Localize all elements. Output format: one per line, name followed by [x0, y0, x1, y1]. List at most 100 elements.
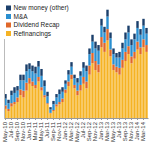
legend-swatch — [6, 14, 11, 19]
bar — [22, 97, 24, 118]
x-tick-label: Mar-14 — [140, 121, 146, 141]
x-tick-mark — [35, 118, 36, 120]
bar — [64, 93, 66, 118]
bar — [67, 70, 69, 75]
x-tick-mark — [137, 118, 138, 120]
x-tick-mark — [95, 118, 96, 120]
bar — [136, 42, 138, 50]
bar — [19, 80, 21, 89]
bar — [34, 85, 36, 88]
legend-item: New money (other) — [6, 4, 69, 12]
bar — [52, 104, 54, 110]
x-tick-mark — [65, 118, 66, 120]
bar — [91, 63, 93, 118]
series-bars — [4, 29, 147, 113]
bar — [79, 76, 81, 85]
bar — [82, 62, 84, 68]
bar — [109, 50, 111, 57]
bar — [31, 86, 33, 118]
bar — [13, 104, 15, 118]
bar — [79, 71, 81, 76]
bar — [64, 84, 66, 90]
legend: New money (other)M&ADividend RecapRefina… — [4, 3, 71, 39]
bar — [85, 66, 87, 72]
bar — [7, 100, 9, 103]
bar — [43, 80, 45, 86]
bar — [22, 91, 24, 98]
bar — [49, 109, 51, 112]
bar — [10, 95, 12, 103]
bar — [91, 35, 93, 42]
bar — [103, 33, 105, 43]
bar — [136, 21, 138, 28]
bar — [43, 95, 45, 97]
bar — [145, 34, 147, 45]
bar — [115, 67, 117, 73]
bar — [46, 92, 48, 97]
bar — [34, 74, 36, 85]
bar — [73, 75, 75, 78]
bar — [37, 67, 39, 77]
bar — [13, 93, 15, 102]
bar — [139, 29, 141, 35]
bar — [16, 102, 18, 118]
x-tick-mark — [23, 118, 24, 120]
bar — [70, 62, 72, 67]
bar — [52, 110, 54, 111]
bar — [55, 97, 57, 104]
bar — [76, 95, 78, 118]
bar — [25, 64, 27, 71]
bar — [16, 91, 18, 98]
bar — [97, 64, 99, 72]
x-tick-mark — [143, 118, 144, 120]
legend-background — [4, 3, 71, 39]
x-axis: May-10Jul-10Sep-10Nov-10Jan-11Mar-11May-… — [2, 118, 148, 142]
bar — [88, 54, 90, 65]
legend-label: Dividend Recap — [14, 21, 60, 29]
bar — [142, 19, 144, 26]
bar — [85, 88, 87, 118]
bar — [73, 88, 75, 118]
bar — [64, 90, 66, 93]
bar — [67, 75, 69, 82]
bar — [124, 52, 126, 61]
x-tick-mark — [83, 118, 84, 120]
bar — [16, 97, 18, 102]
bar — [34, 88, 36, 118]
bar — [82, 77, 84, 84]
bar — [109, 33, 111, 39]
bar — [55, 104, 57, 106]
bar — [31, 66, 33, 72]
bar — [145, 45, 147, 52]
bar — [70, 79, 72, 118]
bar — [106, 40, 108, 118]
x-tick-mark — [77, 118, 78, 120]
bar — [88, 66, 90, 75]
bar — [127, 46, 129, 54]
bar — [19, 75, 21, 81]
legend-item: Dividend Recap — [6, 21, 60, 29]
bar — [130, 39, 132, 45]
bar — [43, 97, 45, 118]
bar — [136, 50, 138, 118]
x-tick-mark — [113, 118, 114, 120]
bar — [118, 75, 120, 118]
bar — [103, 43, 105, 52]
bar — [7, 111, 9, 118]
bar — [130, 63, 132, 118]
bar — [25, 71, 27, 82]
series-bars — [4, 10, 147, 110]
bar — [94, 42, 96, 49]
bar — [16, 86, 18, 91]
x-tick-mark — [11, 118, 12, 120]
bar — [55, 94, 57, 97]
bar — [85, 71, 87, 81]
bars — [4, 10, 147, 118]
x-tick-mark — [71, 118, 72, 120]
bar — [70, 75, 72, 80]
bar — [118, 58, 120, 68]
legend-swatch — [6, 6, 11, 11]
bar — [97, 51, 99, 65]
bar — [49, 113, 51, 118]
x-tick-mark — [17, 118, 18, 120]
